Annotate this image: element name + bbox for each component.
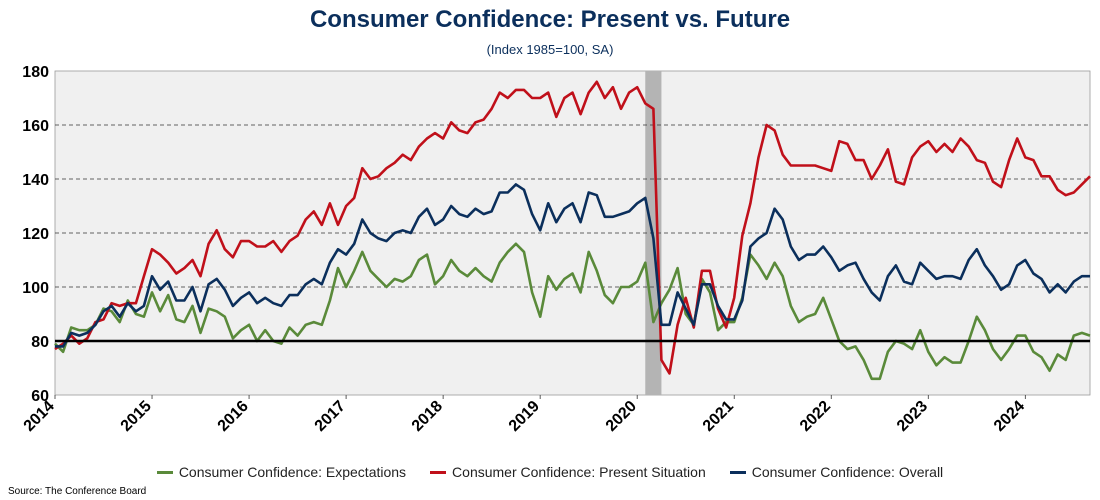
legend-swatch-present [430,470,447,474]
y-tick-label: 100 [22,280,49,297]
x-tick-label: 2014 [21,398,58,435]
legend-item-expectations: Consumer Confidence: Expectations [156,464,407,480]
y-tick-label: 160 [22,118,49,135]
legend: Consumer Confidence: Expectations Consum… [0,464,1100,480]
legend-item-overall: Consumer Confidence: Overall [729,464,944,480]
x-tick-label: 2017 [312,398,349,435]
y-tick-label: 60 [31,388,49,405]
legend-label-expectations: Consumer Confidence: Expectations [178,464,407,480]
x-tick-label: 2018 [409,398,446,435]
x-tick-label: 2021 [700,398,737,435]
series-line-expectations [54,242,1091,381]
legend-swatch-overall [729,470,746,474]
y-tick-label: 120 [22,226,49,243]
x-tick-label: 2016 [215,398,252,435]
x-tick-label: 2023 [894,398,931,435]
y-tick-label: 140 [22,172,49,189]
series-line-overall [55,183,1090,348]
source-note: Source: The Conference Board [8,486,147,497]
chart-subtitle: (Index 1985=100, SA) [486,42,614,57]
x-tick-label: 2024 [991,398,1028,435]
x-tick-label: 2019 [506,398,543,435]
y-tick-label: 80 [31,334,49,351]
legend-label-overall: Consumer Confidence: Overall [751,464,944,480]
x-tick-label: 2022 [797,398,834,435]
legend-label-present: Consumer Confidence: Present Situation [452,464,706,480]
y-tick-label: 180 [22,64,49,81]
chart-title: Consumer Confidence: Present vs. Future [309,6,791,33]
series-line-present [54,80,1091,375]
x-tick-label: 2020 [603,398,640,435]
legend-item-present: Consumer Confidence: Present Situation [430,464,706,480]
legend-swatch-expectations [156,470,173,474]
x-tick-label: 2015 [118,398,155,435]
